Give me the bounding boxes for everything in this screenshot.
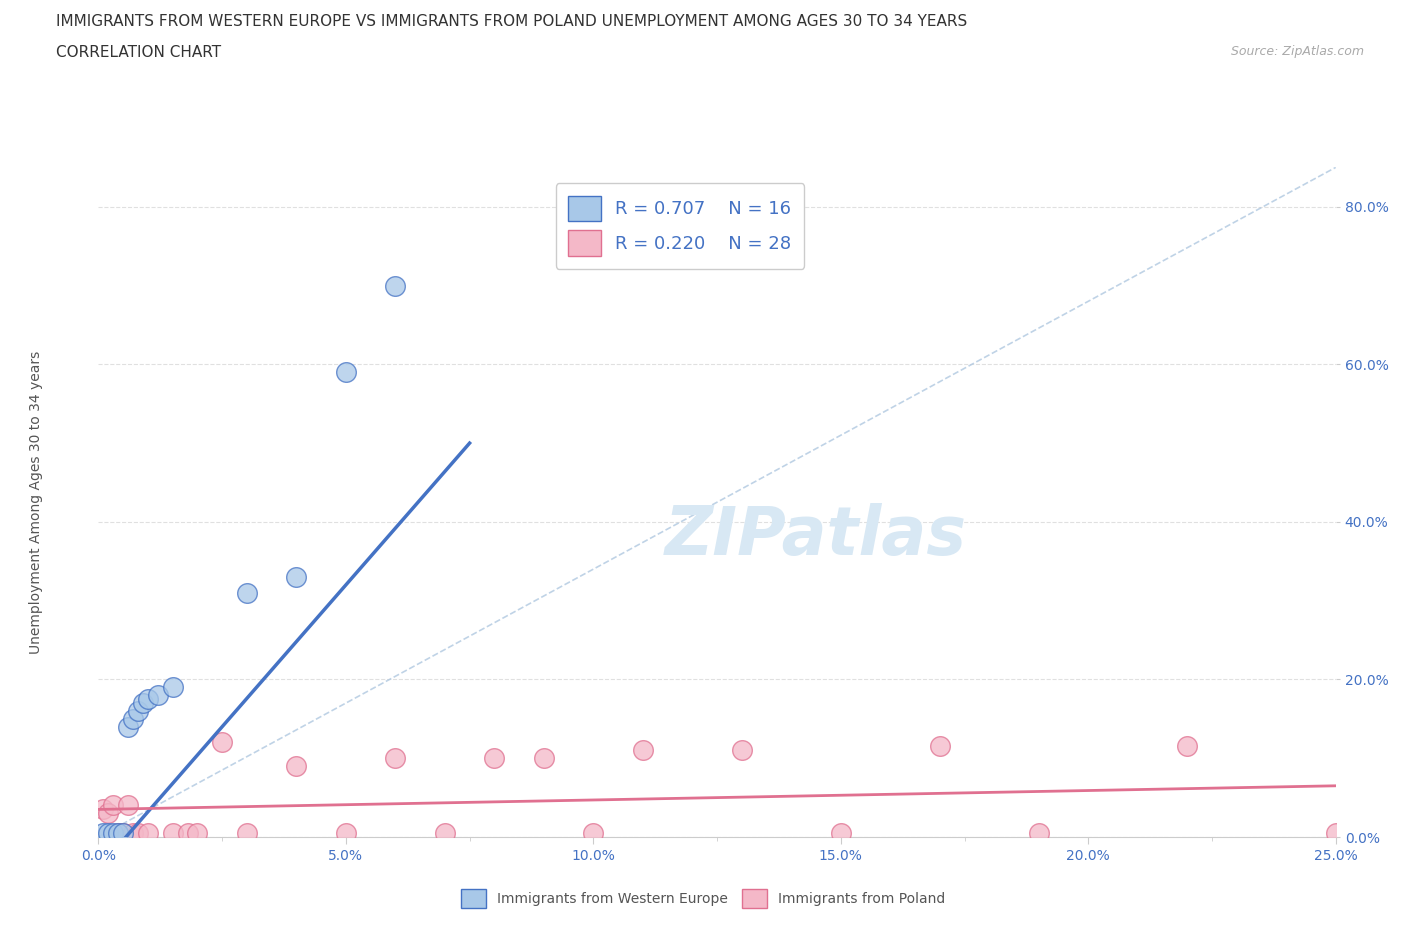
Point [211, 735, 233, 750]
Point [103, 798, 125, 813]
Point [127, 703, 149, 718]
Point [236, 585, 259, 600]
Point [631, 743, 654, 758]
Text: ZIPatlas: ZIPatlas [665, 503, 967, 568]
Point [117, 798, 139, 813]
Point [162, 826, 184, 841]
Point [136, 826, 159, 841]
Point [830, 826, 852, 841]
Point [122, 711, 145, 726]
Point [928, 739, 950, 754]
Point [335, 826, 357, 841]
Point [433, 826, 456, 841]
Legend: R = 0.707    N = 16, R = 0.220    N = 28: R = 0.707 N = 16, R = 0.220 N = 28 [555, 183, 804, 269]
Point [285, 759, 308, 774]
Point [132, 696, 155, 711]
Point [582, 826, 605, 841]
Point [335, 365, 357, 379]
Point [384, 751, 406, 765]
Text: IMMIGRANTS FROM WESTERN EUROPE VS IMMIGRANTS FROM POLAND UNEMPLOYMENT AMONG AGES: IMMIGRANTS FROM WESTERN EUROPE VS IMMIGR… [56, 14, 967, 29]
Point [176, 826, 198, 841]
Point [731, 743, 754, 758]
Point [1324, 826, 1347, 841]
Point [384, 278, 406, 293]
Point [107, 826, 129, 841]
Point [112, 826, 135, 841]
Point [1175, 739, 1198, 754]
Point [97, 806, 120, 821]
Point [122, 826, 145, 841]
Point [127, 826, 149, 841]
Point [186, 826, 208, 841]
Point [136, 692, 159, 707]
Point [285, 569, 308, 584]
Point [112, 826, 135, 841]
Point [107, 826, 129, 841]
Point [93, 826, 115, 841]
Point [117, 719, 139, 734]
Point [93, 802, 115, 817]
Point [97, 826, 120, 841]
Legend: Immigrants from Western Europe, Immigrants from Poland: Immigrants from Western Europe, Immigran… [456, 883, 950, 914]
Point [146, 688, 169, 703]
Point [1028, 826, 1050, 841]
Point [162, 680, 184, 695]
Y-axis label: Unemployment Among Ages 30 to 34 years: Unemployment Among Ages 30 to 34 years [30, 351, 42, 654]
Point [103, 826, 125, 841]
Text: Source: ZipAtlas.com: Source: ZipAtlas.com [1230, 45, 1364, 58]
Point [236, 826, 259, 841]
Point [484, 751, 506, 765]
Point [533, 751, 555, 765]
Text: CORRELATION CHART: CORRELATION CHART [56, 45, 221, 60]
